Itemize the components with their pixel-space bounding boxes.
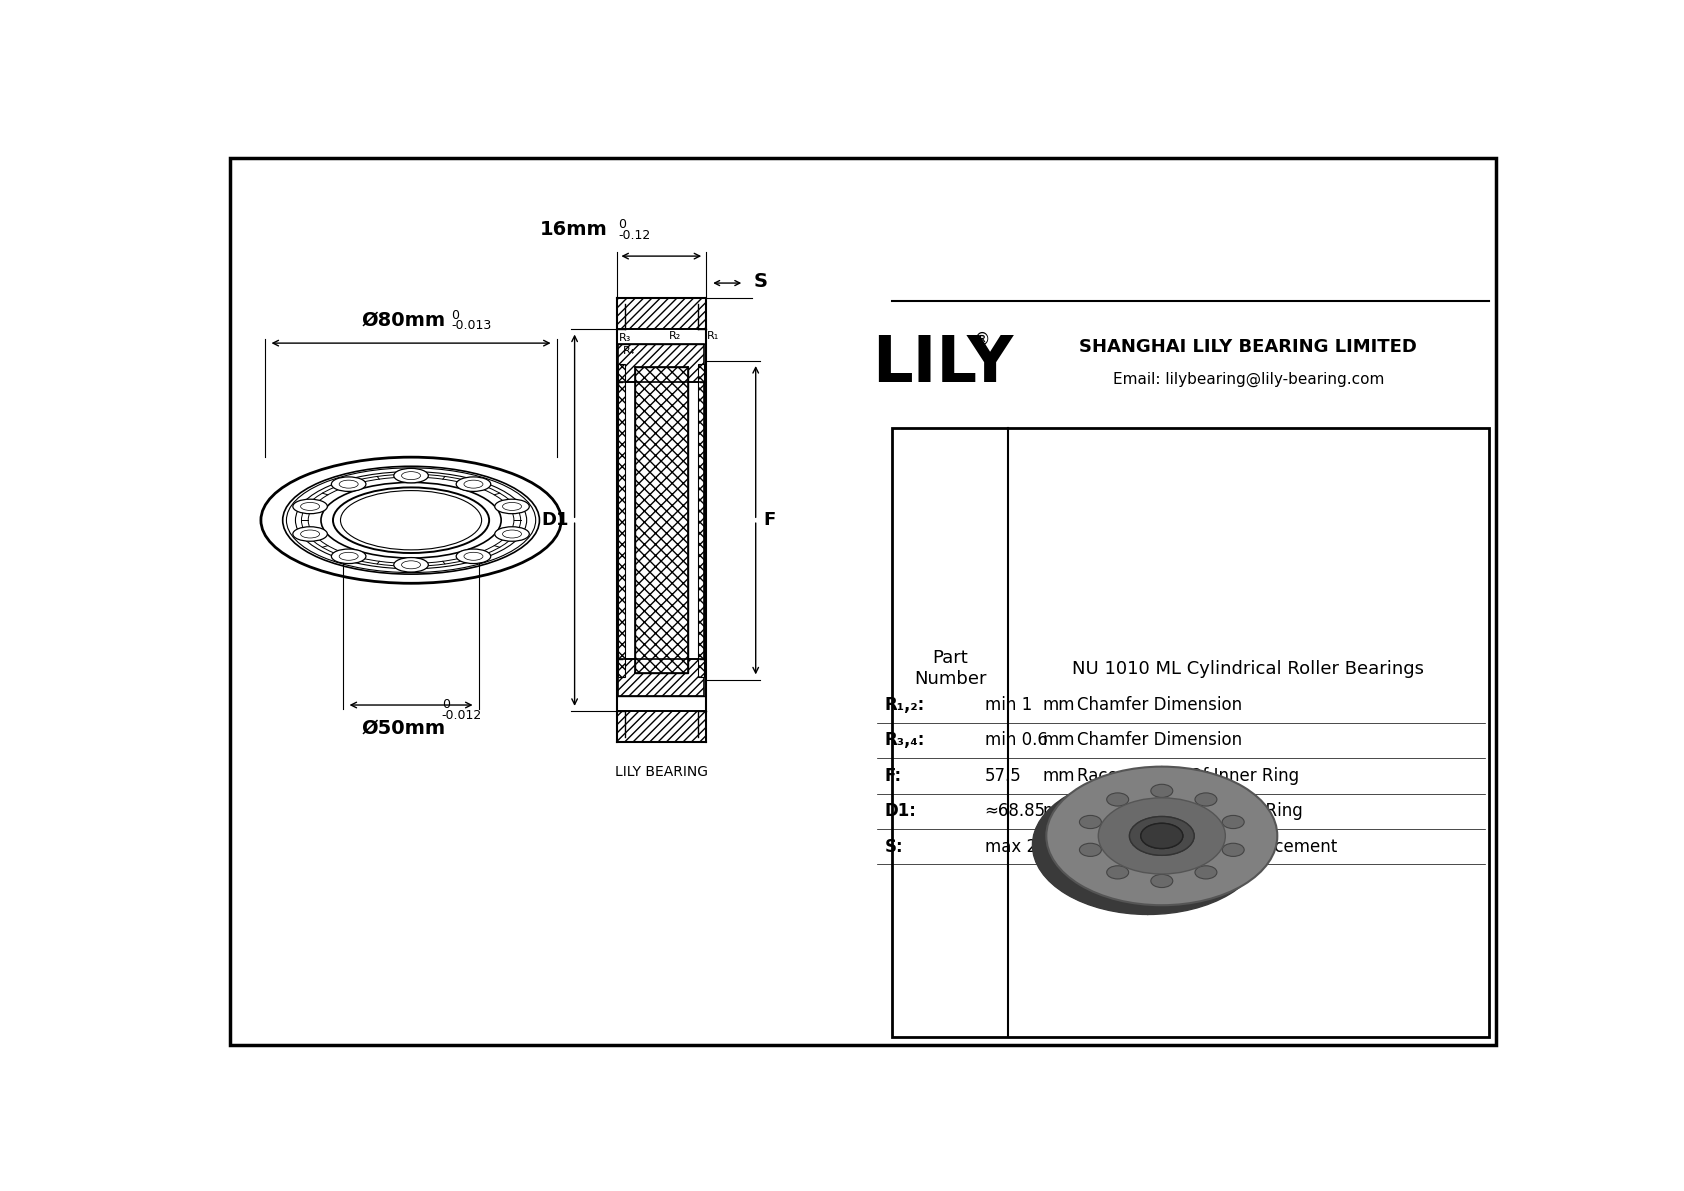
Ellipse shape: [293, 526, 327, 541]
Polygon shape: [1032, 767, 1162, 915]
Text: ®: ®: [973, 331, 990, 349]
Text: R₁: R₁: [707, 331, 719, 341]
Ellipse shape: [1196, 793, 1218, 806]
Text: R₂: R₂: [669, 331, 682, 341]
Text: R₁,₂:: R₁,₂:: [884, 696, 925, 715]
Text: S: S: [753, 272, 768, 291]
Text: min 0.6: min 0.6: [985, 731, 1047, 749]
Text: Shoulder Dia Of Outer Ring: Shoulder Dia Of Outer Ring: [1078, 803, 1303, 821]
Ellipse shape: [1079, 843, 1101, 856]
Text: -0.013: -0.013: [451, 319, 492, 332]
Ellipse shape: [394, 557, 428, 572]
Text: min 1: min 1: [985, 696, 1032, 715]
Text: SHANGHAI LILY BEARING LIMITED: SHANGHAI LILY BEARING LIMITED: [1079, 338, 1418, 356]
Text: mm: mm: [1042, 731, 1074, 749]
Ellipse shape: [1150, 785, 1172, 798]
Text: mm: mm: [1042, 696, 1074, 715]
Text: 0: 0: [618, 218, 626, 231]
Text: 0: 0: [451, 308, 460, 322]
Text: Chamfer Dimension: Chamfer Dimension: [1078, 696, 1243, 715]
Text: Permissible Axial Displacement: Permissible Axial Displacement: [1078, 837, 1337, 855]
Text: 0: 0: [441, 698, 450, 711]
Ellipse shape: [293, 499, 327, 513]
Ellipse shape: [1223, 816, 1244, 829]
Text: LILY: LILY: [872, 333, 1014, 395]
Text: R₃: R₃: [618, 332, 632, 343]
Polygon shape: [618, 364, 625, 676]
Polygon shape: [616, 299, 706, 330]
Text: Raceway Dia Of Inner Ring: Raceway Dia Of Inner Ring: [1078, 767, 1300, 785]
Bar: [893, 428, 1489, 1037]
Text: S:: S:: [884, 837, 903, 855]
Ellipse shape: [1150, 874, 1172, 887]
Ellipse shape: [1130, 817, 1194, 855]
Text: LILY BEARING: LILY BEARING: [615, 765, 707, 779]
Ellipse shape: [332, 549, 365, 563]
Text: Chamfer Dimension: Chamfer Dimension: [1078, 731, 1243, 749]
Ellipse shape: [1223, 843, 1244, 856]
Ellipse shape: [1032, 775, 1263, 915]
Polygon shape: [618, 344, 704, 381]
Polygon shape: [635, 367, 689, 673]
Text: Ø50mm: Ø50mm: [362, 719, 446, 738]
Ellipse shape: [1106, 793, 1128, 806]
Ellipse shape: [1140, 823, 1182, 848]
Ellipse shape: [495, 526, 529, 541]
Text: ≈68.85: ≈68.85: [985, 803, 1046, 821]
Ellipse shape: [332, 476, 365, 492]
Polygon shape: [618, 659, 704, 697]
Ellipse shape: [1196, 866, 1218, 879]
Text: mm: mm: [1042, 837, 1074, 855]
Ellipse shape: [456, 549, 490, 563]
Ellipse shape: [456, 476, 490, 492]
Polygon shape: [697, 364, 704, 676]
Text: 16mm: 16mm: [541, 220, 608, 239]
Ellipse shape: [1140, 823, 1182, 848]
Text: mm: mm: [1042, 767, 1074, 785]
Ellipse shape: [1046, 767, 1276, 905]
Text: D1: D1: [541, 511, 569, 529]
Text: max 2.5: max 2.5: [985, 837, 1052, 855]
Ellipse shape: [495, 499, 529, 513]
Text: -0.12: -0.12: [618, 229, 650, 242]
Ellipse shape: [1106, 866, 1128, 879]
Text: D1:: D1:: [884, 803, 916, 821]
Text: R₄: R₄: [623, 345, 635, 356]
Text: mm: mm: [1042, 803, 1074, 821]
Text: Ø80mm: Ø80mm: [362, 311, 446, 329]
Text: F: F: [763, 511, 776, 529]
Ellipse shape: [394, 468, 428, 482]
Text: Email: lilybearing@lily-bearing.com: Email: lilybearing@lily-bearing.com: [1113, 372, 1384, 387]
Text: R₃,₄:: R₃,₄:: [884, 731, 925, 749]
Text: -0.012: -0.012: [441, 709, 482, 722]
Ellipse shape: [1130, 817, 1194, 855]
Ellipse shape: [1098, 798, 1226, 874]
Text: F:: F:: [884, 767, 901, 785]
Ellipse shape: [1079, 816, 1101, 829]
Text: Part
Number: Part Number: [914, 649, 987, 688]
Text: 57.5: 57.5: [985, 767, 1022, 785]
Text: NU 1010 ML Cylindrical Roller Bearings: NU 1010 ML Cylindrical Roller Bearings: [1073, 660, 1425, 678]
Polygon shape: [616, 711, 706, 742]
